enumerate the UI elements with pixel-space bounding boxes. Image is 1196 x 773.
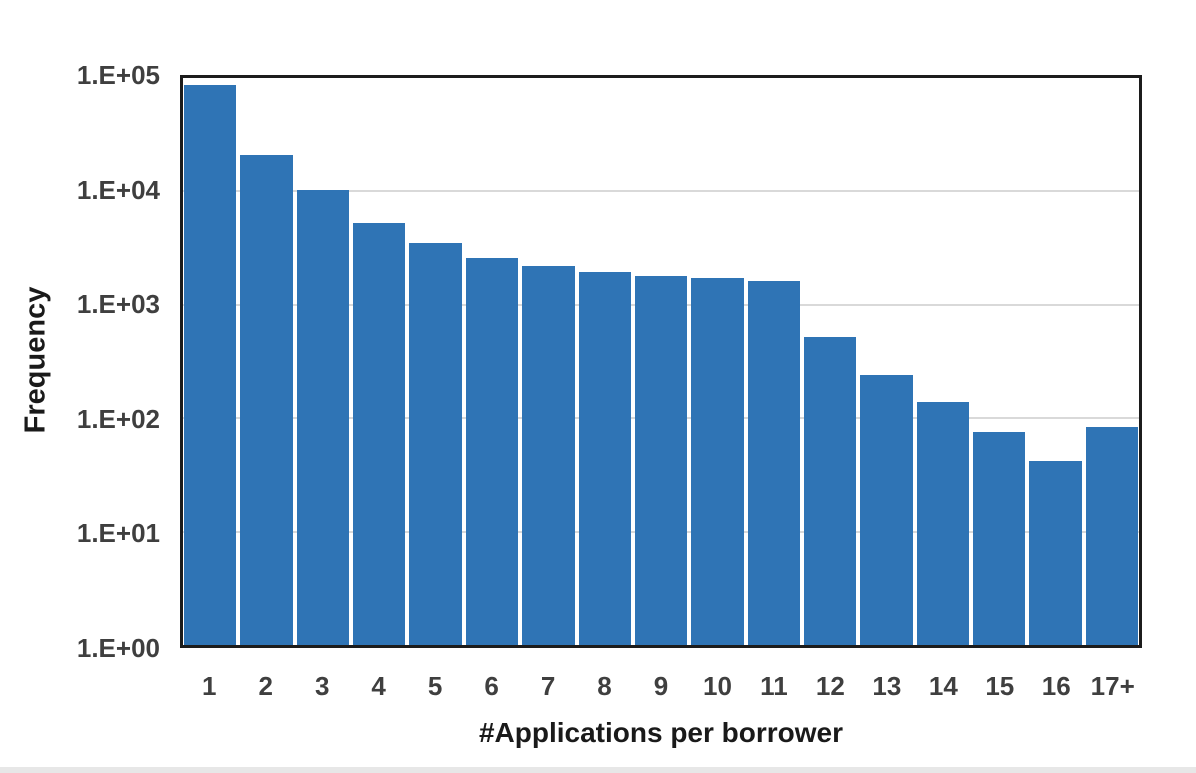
x-axis-title: #Applications per borrower [478, 717, 844, 748]
x-tick-label: 11 [760, 671, 788, 701]
x-tick-label: 12 [815, 671, 845, 701]
y-axis-tick-labels: 1.E+05 1.E+04 1.E+03 1.E+02 1.E+01 1.E+00 [0, 62, 160, 661]
y-tick-label: 1.E+05 [76, 60, 160, 90]
x-tick-label: 15 [985, 671, 1015, 701]
x-tick-label: 5 [427, 671, 443, 701]
x-tick-label: 6 [484, 671, 499, 701]
y-tick-label: 1.E+00 [76, 632, 160, 663]
y-tick-label: 1.E+02 [76, 403, 160, 434]
y-tick-label: 1.E+03 [76, 289, 160, 320]
bar-7 [522, 265, 575, 645]
bar-3 [296, 189, 350, 645]
bar-6 [465, 257, 519, 645]
bar-11 [747, 280, 800, 645]
bar-8 [578, 271, 631, 645]
bar-13 [860, 375, 913, 645]
bar-1 [184, 85, 237, 645]
x-tick-label: 17+ [1090, 671, 1135, 701]
y-tick-label: 1.E+04 [76, 174, 160, 205]
bar-10 [691, 277, 744, 645]
y-tick-label: 1.E+01 [76, 518, 160, 549]
bar-2 [240, 154, 293, 645]
bar-17+ [1085, 427, 1139, 645]
bar-12 [803, 337, 857, 645]
x-axis-tick-labels: 1 2 3 4 5 6 7 8 9 10 11 12 13 14 15 16 17+ [183, 671, 1139, 701]
x-tick-label: 3 [314, 671, 330, 701]
bar-5 [409, 243, 462, 645]
plot-area [180, 75, 1142, 648]
x-tick-label: 9 [653, 671, 669, 701]
bar-15 [973, 432, 1026, 645]
x-tick-label: 7 [540, 671, 556, 701]
x-tick-label: 13 [872, 671, 902, 701]
x-tick-label: 10 [702, 671, 732, 701]
x-tick-label: 16 [1041, 671, 1071, 701]
x-tick-label: 4 [371, 671, 386, 701]
bar-16 [1029, 460, 1082, 645]
bar-9 [634, 275, 688, 645]
x-tick-label: 8 [597, 671, 612, 701]
x-tick-label: 1 [202, 671, 217, 701]
image-bottom-edge-strip [0, 767, 1196, 773]
x-tick-label: 2 [258, 671, 273, 701]
bar-4 [353, 222, 406, 645]
bar-14 [916, 401, 970, 645]
gridline [183, 190, 1139, 193]
bars-container [183, 78, 1139, 645]
x-tick-label: 14 [928, 671, 958, 701]
